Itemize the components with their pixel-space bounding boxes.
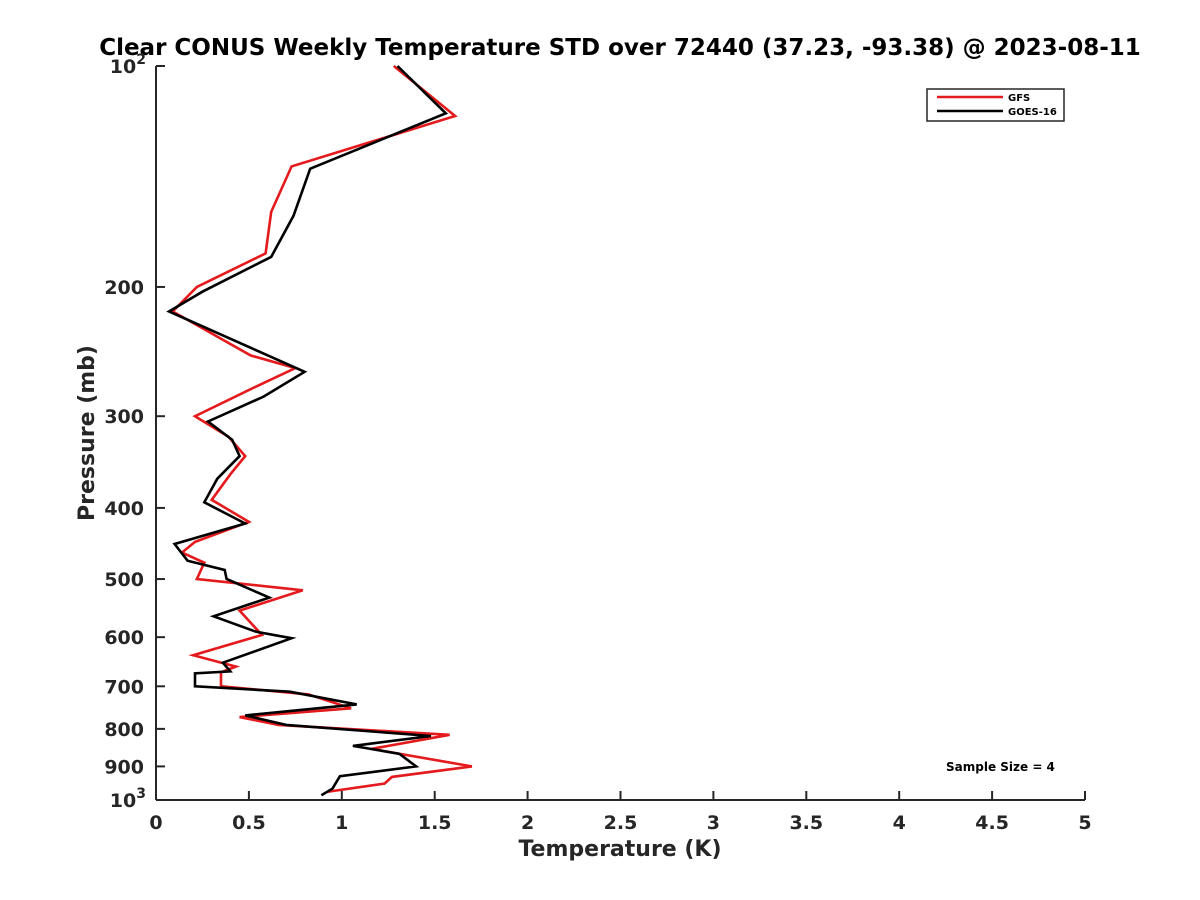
y-tick-label: 900 <box>104 756 144 778</box>
x-tick-label: 1.5 <box>418 812 452 834</box>
y-tick-label: 700 <box>104 676 144 698</box>
y-tick-label: 400 <box>104 498 144 520</box>
legend: GFS GOES-16 <box>926 88 1065 122</box>
x-tick-label: 0.5 <box>232 812 266 834</box>
x-tick-label: 1 <box>335 812 348 834</box>
x-tick-label: 2 <box>521 812 534 834</box>
series-layer <box>166 64 473 797</box>
x-tick-label: 4 <box>893 812 906 834</box>
y-tick-label: 300 <box>104 406 144 428</box>
x-tick-label: 3.5 <box>789 812 823 834</box>
y-tick-label: 800 <box>104 719 144 741</box>
y-tick-label: 600 <box>104 627 144 649</box>
x-tick-label: 4.5 <box>975 812 1009 834</box>
legend-label-goes-16: GOES-16 <box>1008 107 1057 118</box>
x-ticks: 0 0.5 1 1.5 2 2.5 3 3.5 4 4.5 5 <box>149 791 1092 834</box>
y-axis-label: Pressure (mb) <box>75 345 100 521</box>
y-tick-label: 200 <box>104 277 144 299</box>
x-axis-label: Temperature (K) <box>518 837 721 862</box>
sample-size-annotation: Sample Size = 4 <box>946 760 1055 774</box>
y-ticks: 102 200 300 400 500 600 700 800 900 103 <box>104 52 165 812</box>
legend-box <box>926 88 1065 122</box>
x-tick-label: 0 <box>149 812 162 834</box>
y-tick-label: 103 <box>110 786 146 812</box>
y-tick-label: 102 <box>110 52 146 78</box>
series-line-gfs <box>170 64 473 794</box>
x-tick-label: 5 <box>1078 812 1091 834</box>
chart-title: Clear CONUS Weekly Temperature STD over … <box>99 35 1141 61</box>
x-tick-label: 2.5 <box>604 812 638 834</box>
x-tick-label: 3 <box>707 812 720 834</box>
series-line-goes-16 <box>166 65 449 797</box>
y-tick-label: 500 <box>104 569 144 591</box>
legend-label-gfs: GFS <box>1008 93 1030 104</box>
